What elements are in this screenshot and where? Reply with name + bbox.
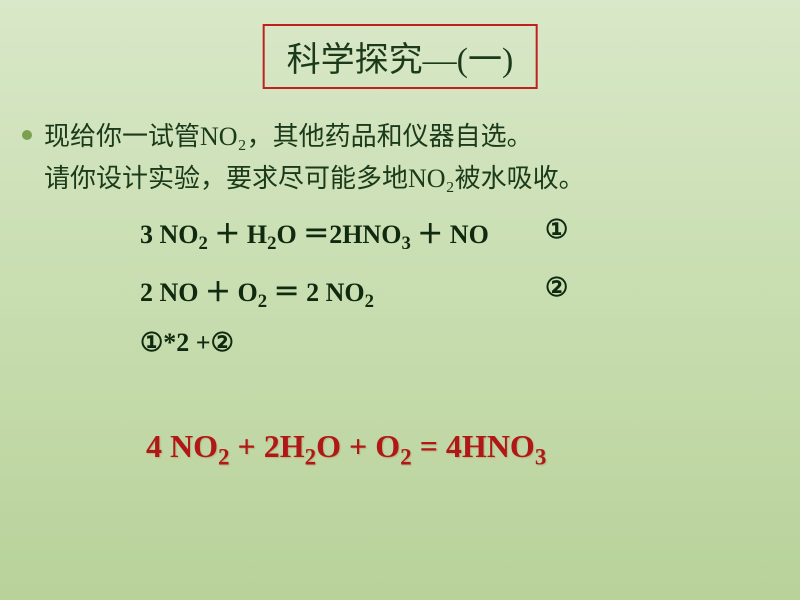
eq1-lhs-a-sub: 2 [199,233,208,254]
eq1-rhs-a-sub: 3 [401,233,410,254]
bullet-dot [22,130,32,140]
equation-2-mark: ② [545,272,568,303]
final-p1: 4 NO [146,428,218,464]
final-p4: = 4HNO [412,428,535,464]
body-line-1: 现给你一试管NO₂，其他药品和仪器自选。 [44,116,533,153]
equation-final: 4 NO2 + 2H2O + O2 = 4HNO3 [146,428,546,465]
equation-1-mark: ① [545,214,568,245]
final-s1: 2 [218,443,230,469]
eq1-lhs-a: 3 NO [140,220,199,249]
final-s4: 3 [535,443,547,469]
eq2-rhs-a: 2 NO [306,278,365,307]
final-s2: 2 [305,443,317,469]
eq2-lhs-a-sub: 2 [258,291,267,312]
equation-combine: ①*2 +② [140,328,234,358]
final-p2: + 2H [230,428,305,464]
body-line-2: 请你设计实验，要求尽可能多地NO₂被水吸收。 [44,158,585,195]
final-p3: O + O [316,428,400,464]
slide-title: 科学探究—(一) [263,24,538,89]
final-s3: 2 [400,443,412,469]
eq1-plus1-tail: O [276,220,303,249]
eq1-plus1: ＋ H [208,220,267,249]
eq1-plus2: ＋ NO [411,220,489,249]
eq2-eq: ＝ [267,278,306,307]
eq2-rhs-a-sub: 2 [365,291,374,312]
eq1-rhs-a: 2HNO [329,220,401,249]
equation-1: 3 NO2 ＋ H2O ＝2HNO3 ＋ NO [140,214,489,251]
eq2-lhs-a: 2 NO ＋ O [140,278,258,307]
equation-2: 2 NO ＋ O2 ＝ 2 NO2 [140,272,374,309]
eq1-eq: ＝ [303,220,329,249]
